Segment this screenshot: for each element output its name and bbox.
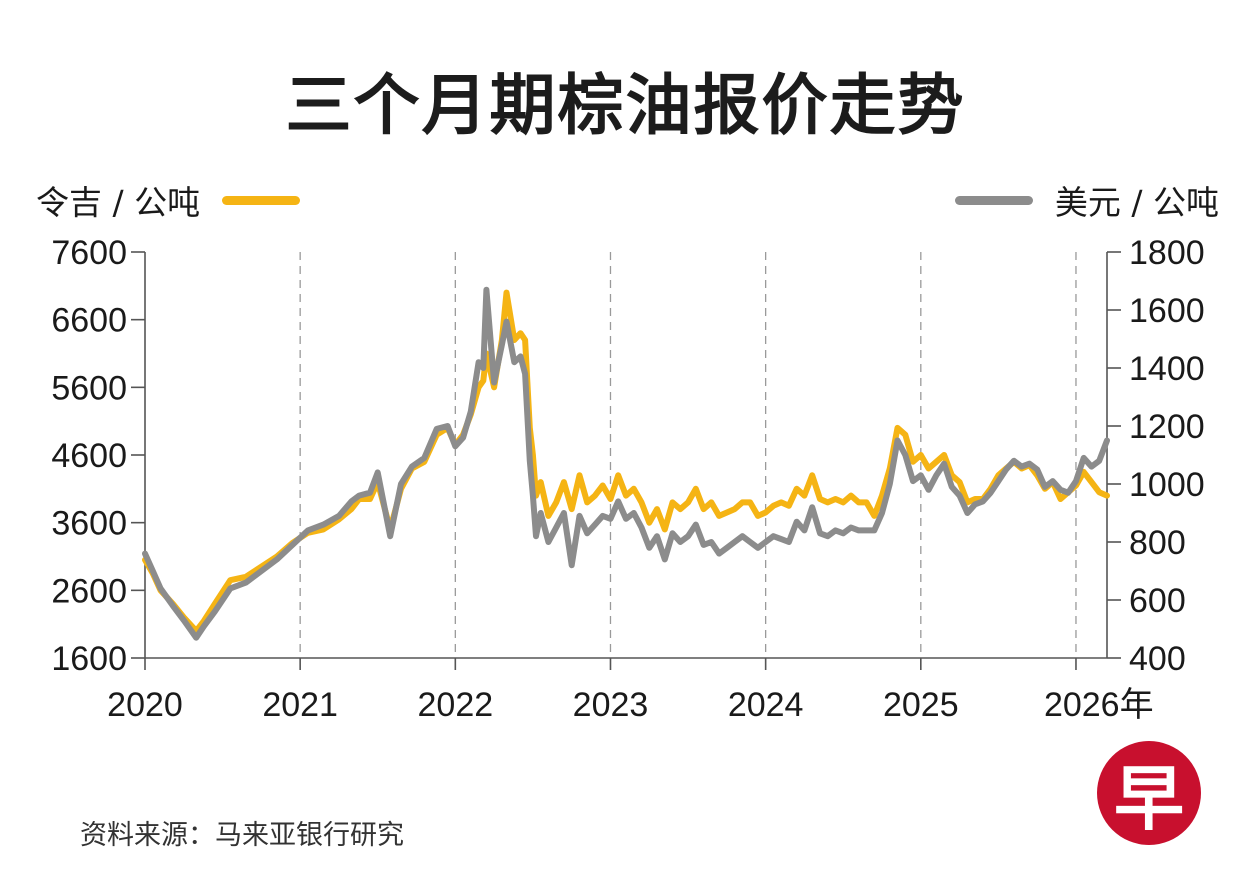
- chart-title: 三个月期棕油报价走势: [285, 67, 966, 144]
- x-tick-label: 2023: [573, 686, 649, 724]
- x-tick-label: 2026年: [1044, 686, 1154, 724]
- left-tick-label: 6600: [51, 302, 127, 340]
- left-tick-label: 4600: [51, 437, 127, 475]
- right-tick-label: 1200: [1129, 408, 1205, 446]
- myr-legend-swatch: [222, 195, 301, 205]
- left-axis-unit: 令吉 / 公吨: [36, 176, 301, 224]
- right-axis-unit-label: 美元 / 公吨: [1054, 183, 1219, 222]
- right-tick-label: 600: [1129, 582, 1186, 620]
- x-tick-label: 2024: [728, 686, 804, 724]
- left-tick-label: 1600: [51, 640, 127, 678]
- left-tick-label: 7600: [51, 234, 127, 272]
- right-tick-label: 800: [1129, 524, 1186, 562]
- myr-price-line: [142, 289, 1110, 634]
- right-tick-label: 1800: [1129, 234, 1205, 272]
- source-note: 资料来源：马来亚银行研究: [80, 820, 404, 851]
- right-tick-label: 1400: [1129, 350, 1205, 388]
- left-axis-unit-label: 令吉 / 公吨: [36, 183, 201, 222]
- left-tick-label: 2600: [51, 572, 127, 610]
- left-tick-label: 3600: [51, 505, 127, 543]
- right-axis-unit: 美元 / 公吨: [954, 176, 1219, 224]
- left-tick-label: 5600: [51, 369, 127, 407]
- right-tick-label: 400: [1129, 640, 1186, 678]
- usd-legend-swatch: [954, 195, 1033, 205]
- x-tick-label: 2022: [418, 686, 494, 724]
- right-tick-label: 1000: [1129, 466, 1205, 504]
- right-tick-label: 1600: [1129, 292, 1205, 330]
- x-tick-label: 2020: [107, 686, 183, 724]
- usd-price-line: [142, 286, 1110, 641]
- x-tick-label: 2021: [262, 686, 338, 724]
- logo-text: 早: [1114, 757, 1184, 840]
- x-tick-label: 2025: [883, 686, 959, 724]
- zaobao-logo: 早: [1097, 741, 1201, 845]
